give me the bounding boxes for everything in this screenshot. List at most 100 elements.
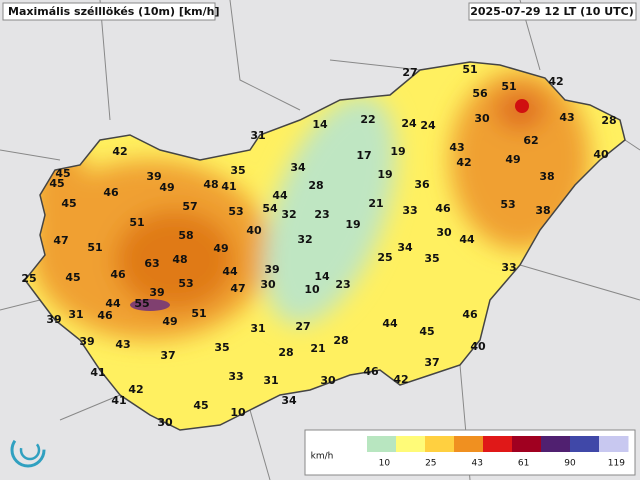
title-box xyxy=(2,2,216,21)
station-value: 53 xyxy=(178,277,193,290)
station-value: 39 xyxy=(146,170,161,183)
station-value: 19 xyxy=(390,145,405,158)
station-value: 30 xyxy=(320,374,336,387)
station-value: 37 xyxy=(160,349,175,362)
station-value: 28 xyxy=(278,346,293,359)
station-value: 19 xyxy=(345,218,360,231)
station-value: 42 xyxy=(393,373,408,386)
station-value: 51 xyxy=(87,241,102,254)
station-value: 30 xyxy=(474,112,490,125)
station-value: 14 xyxy=(314,270,330,283)
station-value: 39 xyxy=(149,286,164,299)
station-value: 46 xyxy=(363,365,379,378)
station-value: 32 xyxy=(297,233,312,246)
station-value: 31 xyxy=(250,129,265,142)
station-value: 25 xyxy=(377,251,392,264)
station-value: 45 xyxy=(419,325,434,338)
station-value: 42 xyxy=(548,75,563,88)
legend-swatch xyxy=(425,436,455,452)
station-value: 33 xyxy=(402,204,417,217)
station-value: 41 xyxy=(221,180,236,193)
station-value: 39 xyxy=(46,313,61,326)
station-value: 23 xyxy=(314,208,329,221)
station-value: 33 xyxy=(228,370,243,383)
station-value: 53 xyxy=(500,198,515,211)
station-value: 44 xyxy=(382,317,398,330)
legend-swatch xyxy=(512,436,542,452)
station-value: 34 xyxy=(397,241,413,254)
legend-tick: 43 xyxy=(471,459,482,469)
station-value: 38 xyxy=(535,204,550,217)
station-value: 42 xyxy=(112,145,127,158)
station-value: 63 xyxy=(144,257,159,270)
station-value: 48 xyxy=(203,178,218,191)
title: Maximális szélllökés (10m) [km/h] xyxy=(8,5,220,18)
legend-swatch xyxy=(570,436,600,452)
station-value: 62 xyxy=(523,134,538,147)
station-value: 47 xyxy=(53,234,68,247)
station-value: 28 xyxy=(333,334,348,347)
station-value: 36 xyxy=(414,178,430,191)
station-value: 30 xyxy=(260,278,276,291)
station-value: 55 xyxy=(134,297,149,310)
station-value: 14 xyxy=(312,118,328,131)
station-value: 54 xyxy=(262,202,278,215)
station-value: 46 xyxy=(110,268,126,281)
legend-swatch xyxy=(338,436,368,452)
station-value: 48 xyxy=(172,253,187,266)
station-value: 58 xyxy=(178,229,193,242)
station-value: 44 xyxy=(459,233,475,246)
legend-swatch xyxy=(454,436,484,452)
station-value: 45 xyxy=(65,271,80,284)
timestamp: 2025-07-29 12 LT (10 UTC) xyxy=(470,5,634,18)
station-value: 41 xyxy=(90,366,105,379)
station-value: 51 xyxy=(462,63,477,76)
station-value: 30 xyxy=(436,226,452,239)
station-value: 25 xyxy=(21,272,36,285)
legend-tick: 90 xyxy=(564,459,576,469)
station-value: 39 xyxy=(79,335,94,348)
station-value: 35 xyxy=(230,164,245,177)
station-value: 45 xyxy=(55,167,70,180)
station-value: 28 xyxy=(308,179,323,192)
station-value: 45 xyxy=(61,197,76,210)
station-value: 32 xyxy=(281,208,296,221)
station-value: 10 xyxy=(230,406,246,419)
station-value: 24 xyxy=(401,117,417,130)
station-value: 46 xyxy=(97,309,113,322)
time-box xyxy=(468,2,637,21)
station-value: 34 xyxy=(281,394,297,407)
station-value: 40 xyxy=(593,148,609,161)
legend-swatch xyxy=(541,436,571,452)
station-value: 19 xyxy=(377,168,392,181)
legend-swatch xyxy=(396,436,426,452)
station-value: 21 xyxy=(310,342,325,355)
station-value: 31 xyxy=(68,308,83,321)
station-value: 31 xyxy=(250,322,265,335)
station-value: 51 xyxy=(129,216,144,229)
station-value: 21 xyxy=(368,197,383,210)
station-value: 35 xyxy=(424,252,439,265)
station-value: 37 xyxy=(424,356,439,369)
station-value: 46 xyxy=(103,186,119,199)
station-value: 49 xyxy=(213,242,228,255)
station-value: 51 xyxy=(191,307,206,320)
station-value: 23 xyxy=(335,278,350,291)
station-value: 43 xyxy=(115,338,130,351)
station-value: 40 xyxy=(470,340,486,353)
legend-tick: 25 xyxy=(425,459,436,469)
station-value: 44 xyxy=(272,189,288,202)
station-value: 49 xyxy=(162,315,177,328)
station-value: 46 xyxy=(435,202,451,215)
legend-tick: 61 xyxy=(518,459,529,469)
station-value: 43 xyxy=(449,141,464,154)
station-value: 43 xyxy=(559,111,574,124)
station-value: 24 xyxy=(420,119,436,132)
station-value: 56 xyxy=(472,87,488,100)
legend-tick: 119 xyxy=(608,459,625,469)
station-value: 41 xyxy=(111,394,126,407)
station-value: 38 xyxy=(539,170,554,183)
station-value: 42 xyxy=(128,383,143,396)
station-value: 51 xyxy=(501,80,516,93)
